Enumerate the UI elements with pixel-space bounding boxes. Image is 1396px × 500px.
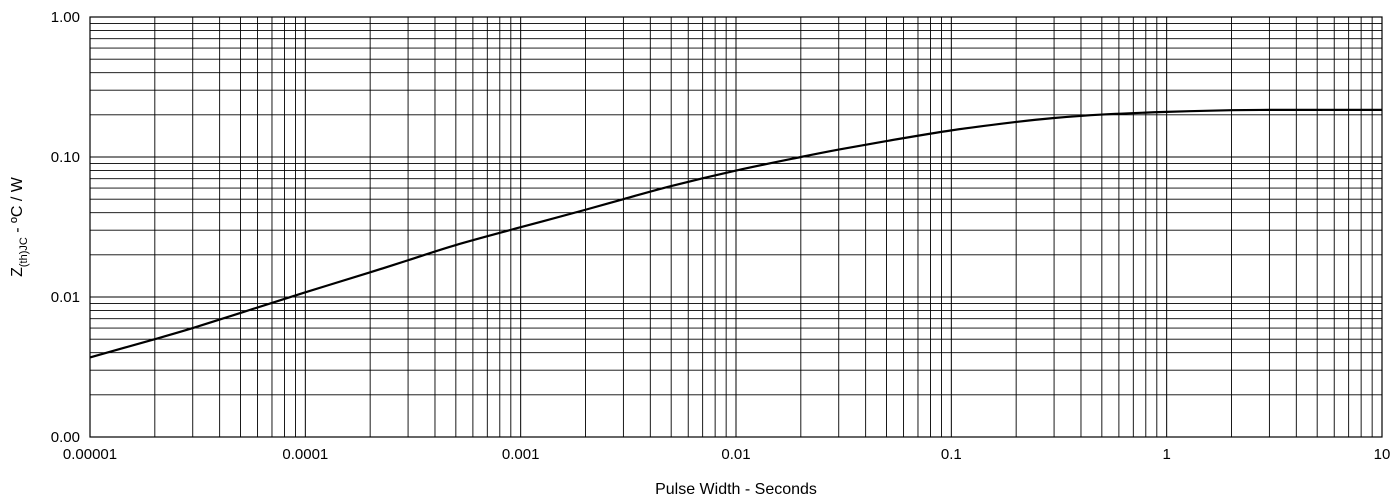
x-tick-label: 1	[1162, 446, 1170, 463]
x-tick-label: 0.00001	[63, 446, 117, 463]
y-tick-label: 0.01	[51, 289, 80, 306]
y-axis-title-base: Z	[9, 267, 26, 277]
y-axis-title: Z(th)JC - ºC / W	[9, 176, 30, 277]
y-axis-title-subscript: (th)JC	[18, 237, 30, 267]
x-tick-labels: 0.00001 0.0001 0.001 0.01 0.1 1 10	[63, 446, 1390, 463]
x-tick-label: 0.001	[502, 446, 540, 463]
y-tick-label: 0.10	[51, 149, 80, 166]
y-tick-label: 1.00	[51, 9, 80, 26]
y-tick-labels: 0.00 0.01 0.10 1.00	[51, 9, 80, 446]
x-tick-label: 10	[1374, 446, 1391, 463]
y-tick-label: 0.00	[51, 429, 80, 446]
x-tick-label: 0.01	[721, 446, 750, 463]
x-axis-title: Pulse Width - Seconds	[655, 481, 817, 498]
series-layer	[89, 108, 1382, 359]
x-tick-label: 0.1	[941, 446, 962, 463]
series-line	[89, 108, 1382, 359]
plot-frame	[89, 16, 1383, 438]
x-tick-label: 0.0001	[282, 446, 328, 463]
grid	[89, 16, 1383, 438]
y-axis-title-rest: - ºC / W	[9, 176, 26, 237]
